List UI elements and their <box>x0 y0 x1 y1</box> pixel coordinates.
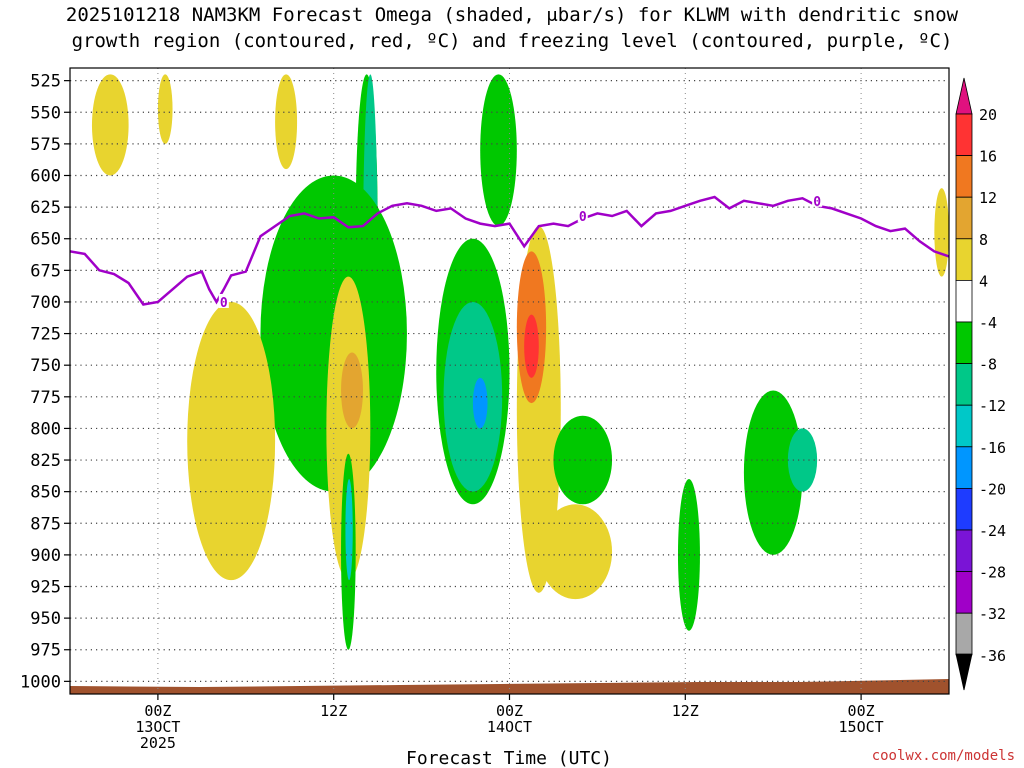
freezing-level-label: 0 <box>220 296 228 311</box>
colorbar-band <box>955 529 973 572</box>
colorbar-label: 20 <box>979 106 997 124</box>
colorbar-band <box>955 238 973 281</box>
y-tick-label: 750 <box>30 356 61 376</box>
colorbar-band <box>955 446 973 489</box>
omega-region <box>443 301 503 492</box>
x-tick-label: 12Z <box>320 702 347 720</box>
omega-region <box>187 301 276 581</box>
omega-region <box>743 390 803 555</box>
y-tick-label: 725 <box>30 325 61 345</box>
y-tick-label: 700 <box>30 293 61 313</box>
colorbar-band <box>955 196 973 240</box>
freezing-level-label: 0 <box>813 195 821 210</box>
colorbar-label: -20 <box>979 480 1006 498</box>
omega-region <box>524 314 539 378</box>
y-tick-label: 925 <box>30 578 61 598</box>
omega-region <box>934 188 949 277</box>
x-tick-label: 15OCT <box>839 718 884 736</box>
y-tick-label: 875 <box>30 514 61 534</box>
colorbar-label: 4 <box>979 272 988 290</box>
y-tick-label: 675 <box>30 261 61 281</box>
omega-region <box>91 74 129 176</box>
y-tick-label: 850 <box>30 483 61 503</box>
x-axis-label: Forecast Time (UTC) <box>406 748 612 768</box>
colorbar-label: 16 <box>979 148 997 166</box>
chart-title-line-2: growth region (contoured, red, ºC) and f… <box>71 30 953 52</box>
colorbar-label: -24 <box>979 522 1006 540</box>
y-tick-label: 525 <box>30 72 61 92</box>
omega-region <box>275 74 298 170</box>
y-tick-label: 1000 <box>20 672 61 692</box>
colorbar-band <box>955 113 973 156</box>
colorbar-band <box>955 404 973 448</box>
freezing-level-label-bg <box>812 192 823 207</box>
x-tick-label: 00Z <box>496 702 523 720</box>
colorbar-band <box>955 279 973 323</box>
omega-region <box>341 352 364 429</box>
omega-region <box>538 504 613 600</box>
y-tick-label: 575 <box>30 135 61 155</box>
colorbar-label: -4 <box>979 314 997 332</box>
omega-region <box>787 428 818 492</box>
colorbar-label: -28 <box>979 564 1006 582</box>
freezing-level-label: 0 <box>579 210 587 225</box>
freezing-level-contour <box>70 195 949 306</box>
credit-text: coolwx.com/models <box>872 748 1015 764</box>
colorbar-band <box>955 571 973 614</box>
colorbar: 20 16 12 8 4 -4 -8 -12 -16 -20 -24 -28 -32 -36 <box>955 77 1006 691</box>
y-tick-label: 625 <box>30 198 61 218</box>
omega-region <box>326 276 371 581</box>
omega-region <box>480 74 517 227</box>
y-axis: 525 550 575 600 625 650 675 700 725 750 775 800 825 8… <box>20 72 70 692</box>
y-tick-label: 900 <box>30 546 61 566</box>
y-tick-label: 775 <box>30 388 61 408</box>
omega-region <box>553 415 613 505</box>
x-tick-label: 13OCT <box>135 718 180 736</box>
freezing-level-label-bg <box>218 293 229 308</box>
y-tick-label: 800 <box>30 419 61 439</box>
colorbar-band <box>955 487 973 531</box>
colorbar-label: -12 <box>979 397 1006 415</box>
y-tick-label: 600 <box>30 166 61 186</box>
terrain-ground <box>70 679 949 694</box>
y-tick-label: 950 <box>30 609 61 629</box>
freezing-level-label-bg <box>577 207 588 222</box>
colorbar-label: -36 <box>979 647 1006 665</box>
x-tick-label: 00Z <box>848 702 875 720</box>
x-tick-label: 14OCT <box>487 718 532 736</box>
omega-region <box>157 74 173 144</box>
y-tick-label: 975 <box>30 641 61 661</box>
x-tick-label: 2025 <box>140 734 176 752</box>
colorbar-label: 8 <box>979 231 988 249</box>
colorbar-label: -32 <box>979 605 1006 623</box>
x-tick-label: 00Z <box>144 702 171 720</box>
y-tick-label: 650 <box>30 230 61 250</box>
x-tick-label: 12Z <box>672 702 699 720</box>
omega-region <box>345 479 353 581</box>
y-tick-label: 550 <box>30 103 61 123</box>
colorbar-band <box>955 155 973 198</box>
colorbar-label: -16 <box>979 439 1006 457</box>
colorbar-band <box>955 321 973 364</box>
colorbar-band <box>955 653 973 691</box>
colorbar-band <box>955 77 973 115</box>
freezing-level-labels: 0 0 0 <box>218 192 823 311</box>
grid-lines <box>70 68 949 694</box>
chart-title-line-1: 2025101218 NAM3KM Forecast Omega (shaded… <box>65 4 959 26</box>
colorbar-label: 12 <box>979 189 997 207</box>
omega-region <box>472 377 488 429</box>
y-tick-label: 825 <box>30 451 61 471</box>
colorbar-band <box>955 363 973 406</box>
colorbar-band <box>955 612 973 656</box>
colorbar-label: -8 <box>979 356 997 374</box>
